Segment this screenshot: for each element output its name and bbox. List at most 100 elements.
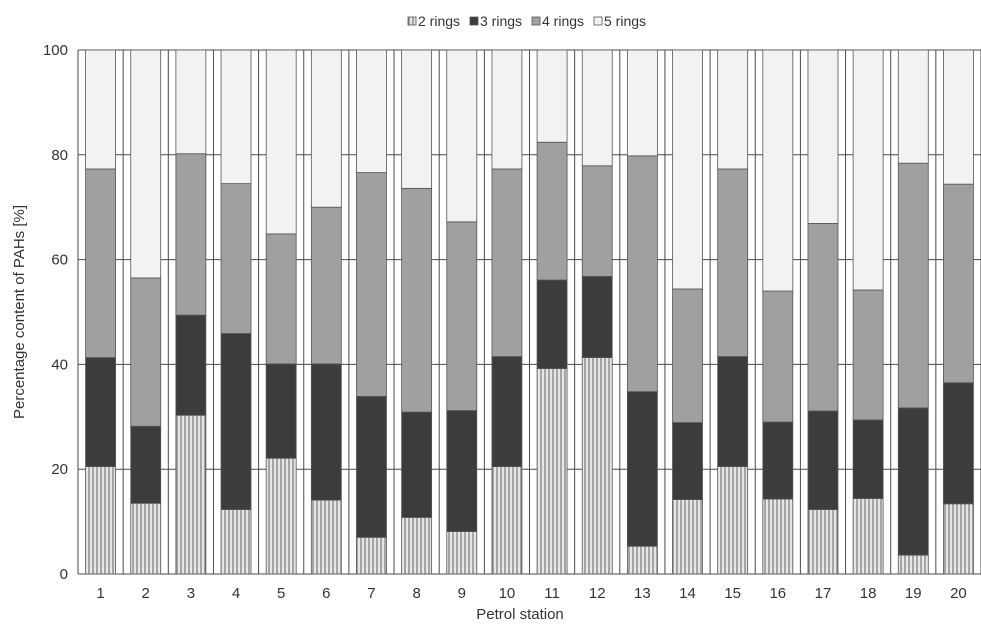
bar-group-1 [85,49,116,575]
bar-6-5-rings [310,49,342,208]
bar-9-4-rings [446,221,478,411]
bar-12-4-rings [581,165,613,277]
bar-18-4-rings [852,289,884,421]
bar-6-2-rings [310,499,342,575]
bar-group-20 [943,49,974,575]
bar-15-3-rings [717,356,749,467]
legend-label-2-rings: 2 rings [418,13,460,29]
bar-7-3-rings [356,395,387,538]
bar-16-2-rings [762,498,794,575]
x-tick-2: 2 [142,585,150,602]
bar-5-4-rings [265,233,297,365]
legend-label-3-rings: 3 rings [480,13,522,29]
bar-group-4 [220,49,252,575]
bar-5-5-rings [265,49,297,235]
bar-20-3-rings [943,382,974,505]
x-tick-10: 10 [499,585,516,602]
bar-10-3-rings [491,356,523,467]
y-tick-0: 0 [60,566,68,583]
bar-18-5-rings [852,49,884,291]
bar-11-3-rings [536,279,568,369]
bar-group-12 [581,49,613,575]
legend-swatch-3-rings [469,16,479,26]
bar-12-5-rings [581,49,613,167]
bar-group-17 [807,49,839,575]
bar-1-4-rings [85,168,116,358]
y-axis-ticks: 0 20 40 60 80 100 [43,42,68,583]
bar-group-3 [175,49,207,575]
x-tick-18: 18 [860,585,877,602]
bar-6-4-rings [310,206,342,365]
bar-2-2-rings [130,502,162,575]
bar-10-2-rings [491,466,523,575]
bar-14-2-rings [672,499,703,575]
legend: 2 rings 3 rings 4 rings 5 rings [407,13,646,29]
bar-9-2-rings [446,531,478,575]
bar-group-19 [897,49,929,575]
x-tick-11: 11 [544,585,560,602]
x-tick-8: 8 [412,585,420,602]
bar-17-5-rings [807,49,839,224]
y-axis-title: Percentage content of PAHs [%] [11,205,28,419]
y-tick-60: 60 [51,252,68,269]
legend-label-5-rings: 5 rings [604,13,646,29]
x-tick-9: 9 [458,585,466,602]
bar-16-5-rings [762,49,794,292]
legend-swatch-2-rings [407,16,417,26]
bar-2-5-rings [130,49,162,279]
bar-14-4-rings [672,288,703,423]
bar-1-3-rings [85,357,116,467]
bar-19-3-rings [897,407,929,556]
bar-group-18 [852,49,884,575]
bar-19-2-rings [897,554,929,575]
y-tick-80: 80 [51,147,68,164]
bar-4-3-rings [220,333,252,510]
bar-15-2-rings [717,466,749,575]
x-tick-7: 7 [367,585,375,602]
x-tick-20: 20 [950,585,967,602]
bar-13-2-rings [626,545,658,575]
x-tick-13: 13 [634,585,651,602]
bars [85,49,974,575]
bar-5-3-rings [265,363,297,459]
bar-1-2-rings [85,466,116,575]
bar-group-6 [310,49,342,575]
bar-20-2-rings [943,503,974,575]
x-tick-1: 1 [96,585,104,602]
y-tick-20: 20 [51,461,68,478]
bar-group-2 [130,49,162,575]
bar-20-5-rings [943,49,974,185]
bar-4-2-rings [220,509,252,575]
bar-19-4-rings [897,162,929,409]
bar-group-13 [626,49,658,575]
legend-label-4-rings: 4 rings [542,13,584,29]
bar-3-5-rings [175,49,207,155]
bar-group-16 [762,49,794,575]
bar-group-5 [265,49,297,575]
bar-11-5-rings [536,49,568,143]
bar-5-2-rings [265,457,297,575]
bar-group-15 [717,49,749,575]
bar-group-10 [491,49,523,575]
bar-2-3-rings [130,425,162,504]
bar-20-4-rings [943,183,974,384]
bar-4-4-rings [220,183,252,334]
x-tick-4: 4 [232,585,240,602]
bar-3-3-rings [175,314,207,416]
bar-8-4-rings [401,187,433,413]
x-tick-17: 17 [815,585,832,602]
bar-7-2-rings [356,536,387,575]
x-tick-19: 19 [905,585,922,602]
bar-18-3-rings [852,419,884,499]
bar-13-3-rings [626,391,658,547]
bar-group-8 [401,49,433,575]
bar-4-5-rings [220,49,252,185]
bar-11-2-rings [536,368,568,575]
x-tick-14: 14 [679,585,696,602]
bar-15-4-rings [717,168,749,357]
grid [77,49,981,575]
bar-3-2-rings [175,414,207,575]
bar-19-5-rings [897,49,929,164]
bar-13-4-rings [626,155,658,393]
